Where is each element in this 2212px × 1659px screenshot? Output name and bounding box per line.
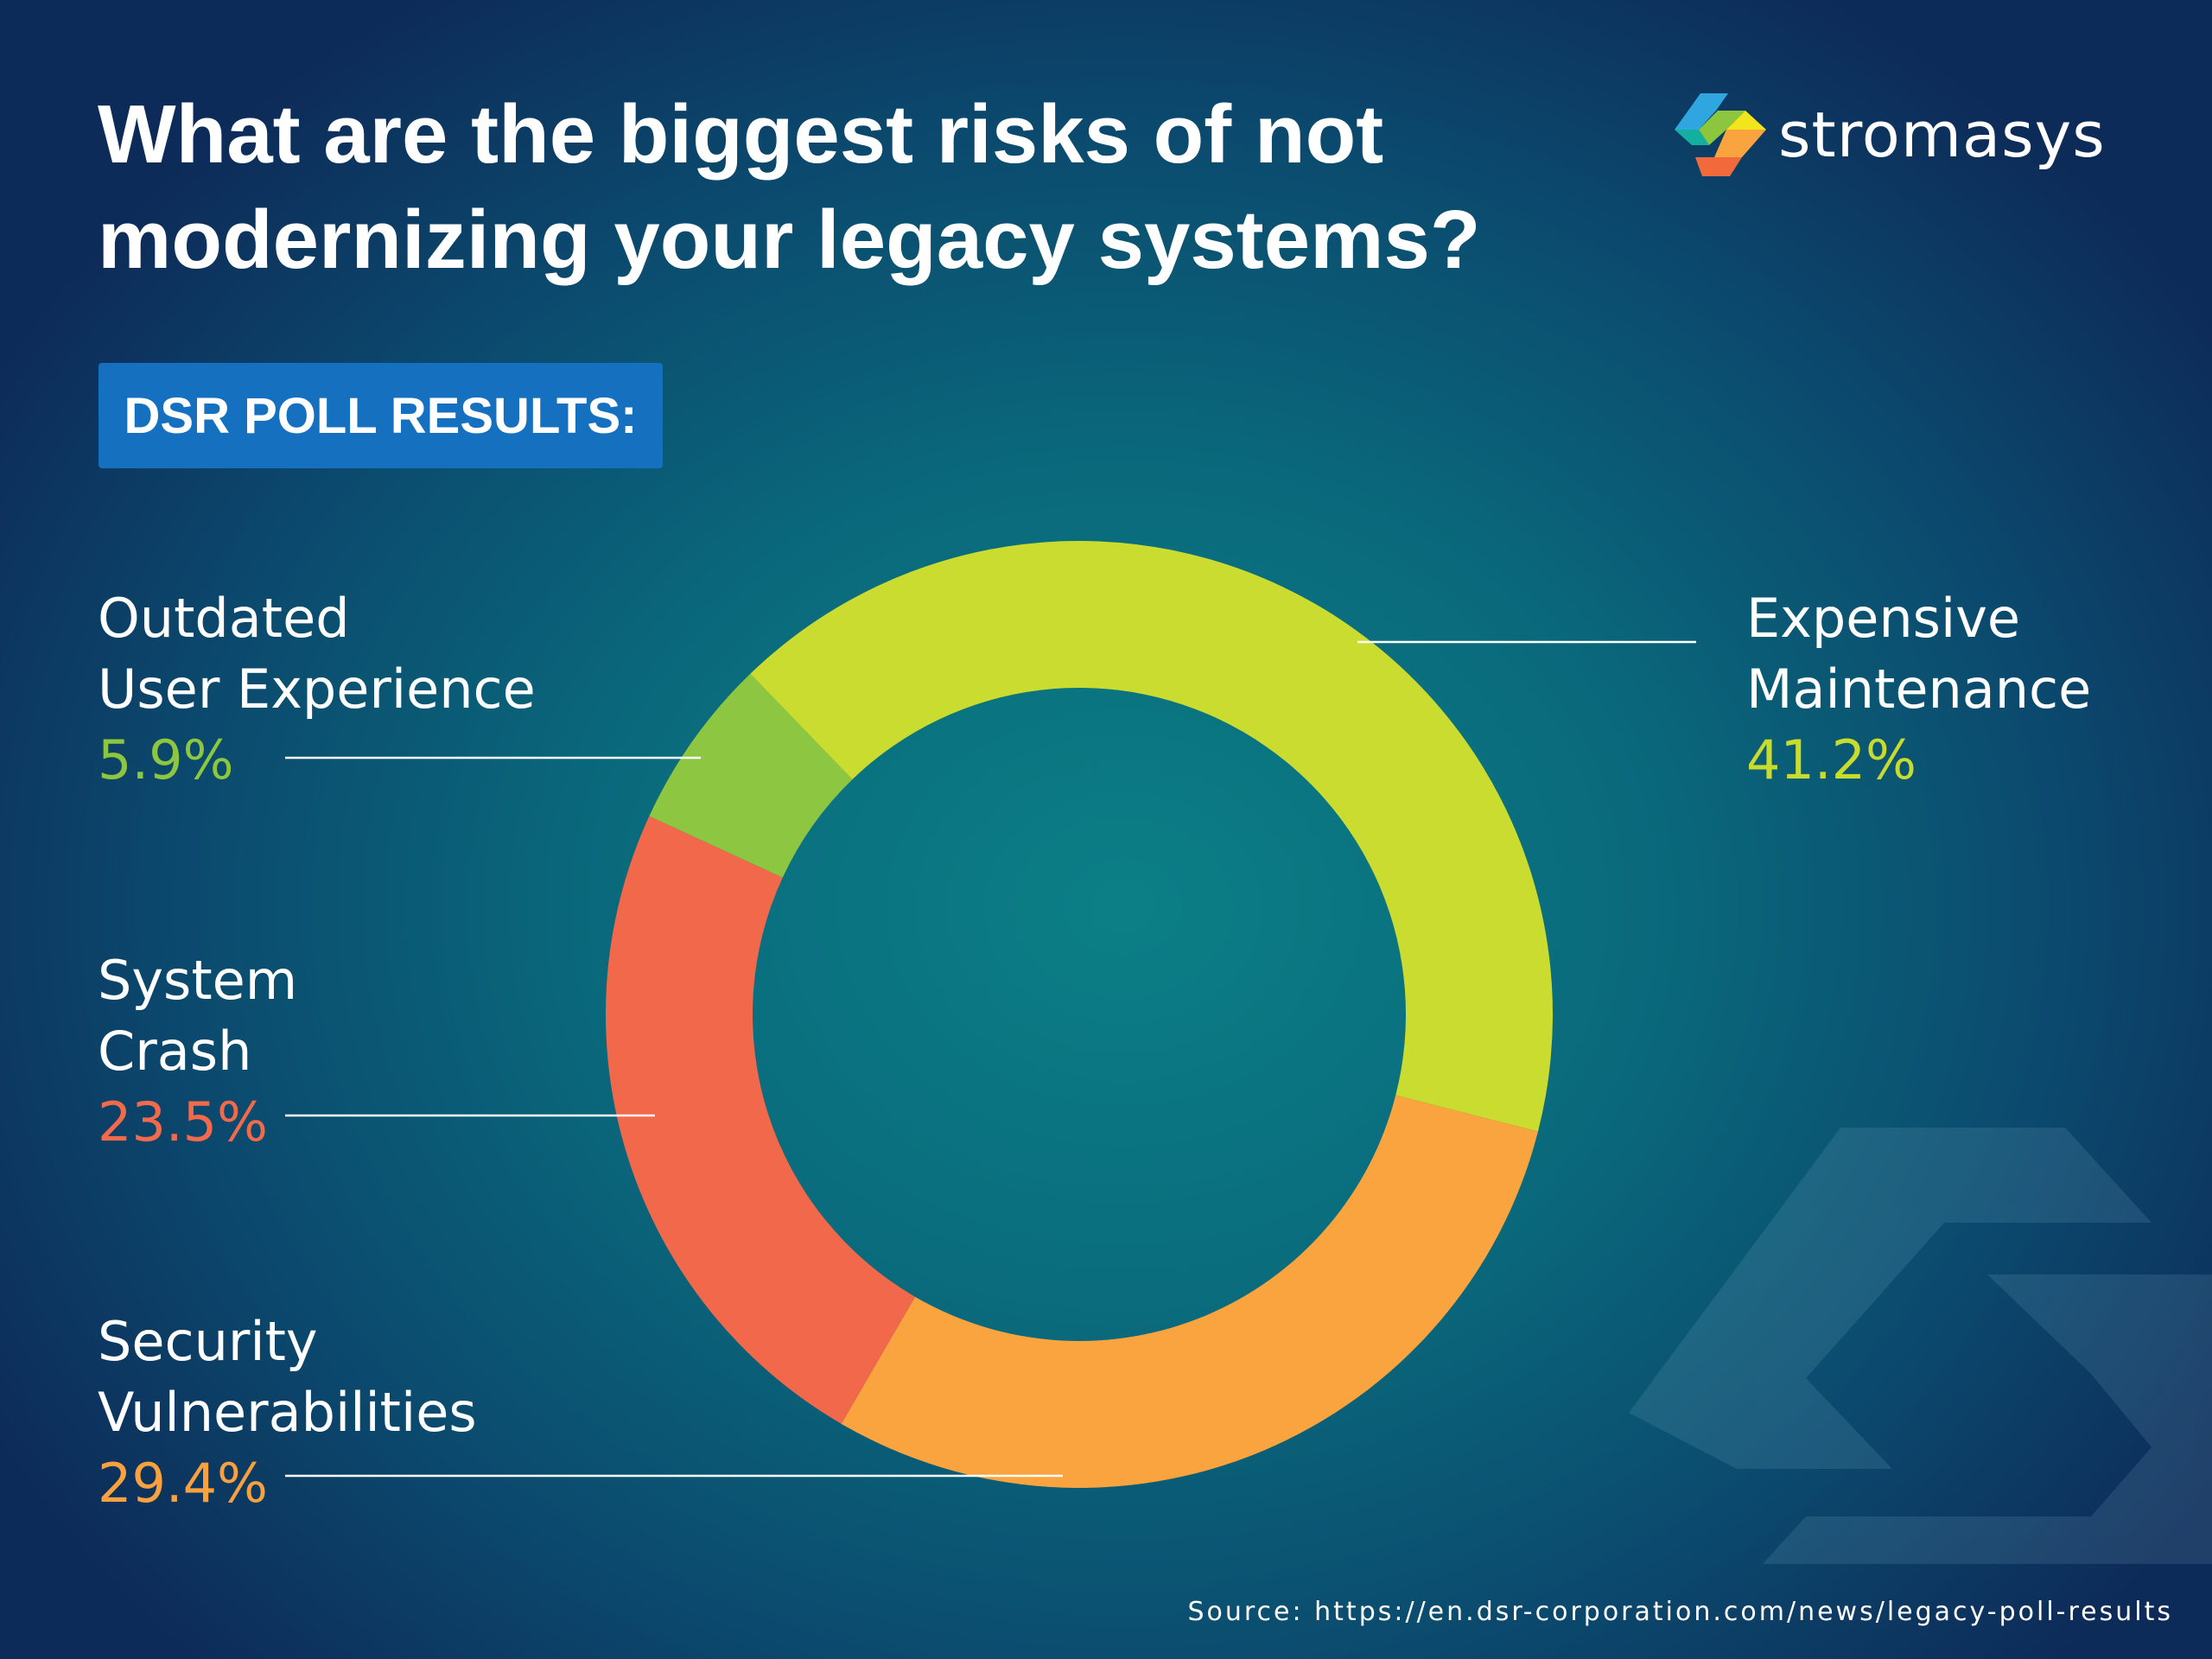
slice-label-expensive-maintenance: Expensive Maintenance 41.2%	[1746, 583, 2091, 796]
stromasys-logo-icon	[1675, 93, 1766, 176]
source-citation: Source: https://en.dsr-corporation.com/n…	[1187, 1597, 2173, 1627]
slice-value-system-crash: 23.5%	[98, 1090, 268, 1154]
slice-label-line: System	[98, 949, 298, 1012]
slice-label-security-vulnerabilities: Security Vulnerabilities 29.4%	[98, 1306, 477, 1519]
slice-label-line: Maintenance	[1746, 658, 2092, 721]
donut-slice-security-vulnerabilities	[841, 1095, 1538, 1488]
donut-slice-system-crash	[606, 816, 916, 1424]
donut-slice-outdated-user-experience	[649, 673, 853, 878]
slice-label-system-crash: System Crash 23.5%	[98, 945, 297, 1158]
slice-label-outdated-user-experience: Outdated User Experience 5.9%	[98, 583, 536, 796]
slice-label-line: User Experience	[98, 658, 536, 721]
slice-value-security-vulnerabilities: 29.4%	[98, 1452, 268, 1515]
slice-label-line: Outdated	[98, 587, 350, 650]
title-line-2: modernizing your legacy systems?	[98, 194, 1481, 286]
logo-wordmark: stromasys	[1778, 99, 2106, 171]
stromasys-logo: stromasys	[1675, 93, 2106, 176]
slice-value-outdated-user-experience: 5.9%	[98, 728, 234, 791]
poll-results-badge: DSR POLL RESULTS:	[99, 363, 663, 468]
slice-label-line: Expensive	[1746, 587, 2021, 650]
slice-value-expensive-maintenance: 41.2%	[1746, 728, 1916, 791]
badge-label: DSR POLL RESULTS:	[124, 387, 638, 444]
slice-label-line: Crash	[98, 1020, 252, 1083]
donut-slice-expensive-maintenance	[750, 541, 1554, 1132]
slice-label-line: Vulnerabilities	[98, 1381, 477, 1444]
watermark-logo-shape	[1629, 1128, 2212, 1564]
slice-label-line: Security	[98, 1310, 318, 1373]
page-title: What are the biggest risks of not moderni…	[98, 82, 1481, 293]
title-line-1: What are the biggest risks of not	[98, 88, 1384, 181]
